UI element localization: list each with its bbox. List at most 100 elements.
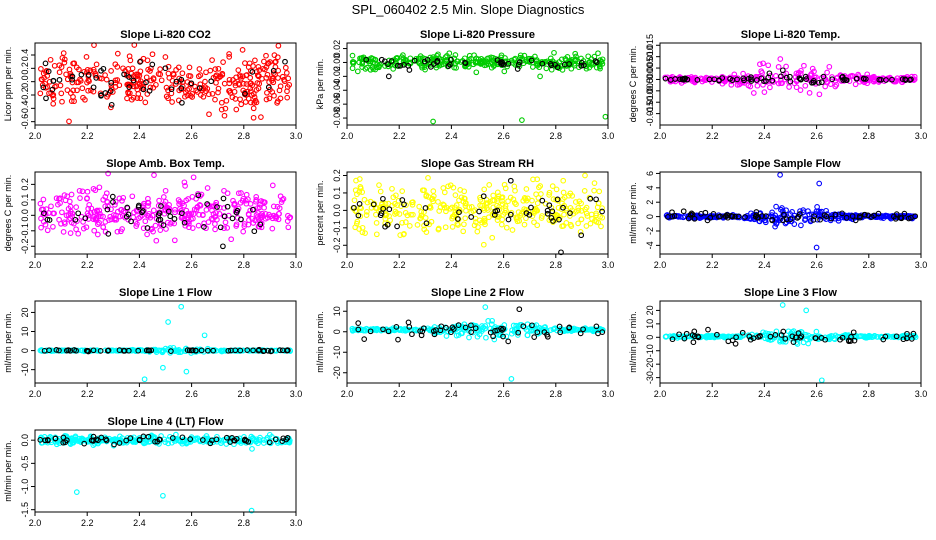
slope-li-820-co2-subset-point — [249, 69, 256, 75]
slope-gas-stream-rh-all-point — [483, 197, 490, 203]
slope-gas-stream-rh-all-point — [443, 208, 449, 215]
slope-amb-box-temp-subset-point — [195, 192, 202, 199]
slope-gas-stream-rh-all-point — [473, 219, 479, 225]
slope-li-820-co2-all-point — [248, 92, 255, 98]
slope-amb-box-temp-all-point — [235, 190, 242, 197]
slope-line-2-flow-frame — [346, 300, 609, 384]
slope-li-820-temp-all-point — [783, 63, 789, 70]
slope-amb-box-temp-subset-point — [217, 224, 224, 231]
slope-line-4-lt-flow-x-tick-label: 2.4 — [133, 518, 146, 528]
slope-line-1-flow-subset-point — [192, 347, 199, 354]
slope-gas-stream-rh-all-point — [435, 199, 441, 205]
slope-amb-box-temp-all-point — [261, 204, 267, 211]
slope-line-3-flow-y-tick-label: -20 — [645, 358, 655, 371]
slope-gas-stream-rh-all-point — [409, 201, 416, 208]
slope-amb-box-temp-subset-point — [201, 224, 207, 230]
slope-li-820-co2-all-point — [50, 95, 57, 102]
slope-li-820-pressure-all-point — [390, 66, 397, 72]
slope-gas-stream-rh-subset-point — [550, 218, 556, 224]
slope-gas-stream-rh-all-point — [523, 186, 530, 192]
slope-li-820-pressure-subset-point — [397, 62, 404, 69]
slope-gas-stream-rh-subset-point — [505, 216, 512, 223]
slope-li-820-co2-all-point — [61, 59, 68, 66]
slope-li-820-co2-all-point — [255, 64, 262, 70]
slope-gas-stream-rh-subset-point — [593, 196, 599, 203]
slope-gas-stream-rh-all-point — [565, 192, 572, 199]
slope-li-820-pressure-x-tick-label: 2.2 — [393, 131, 406, 141]
slope-amb-box-temp-subset-point — [171, 216, 178, 222]
slope-li-820-co2-all-point — [205, 91, 212, 98]
slope-sample-flow-subset-point — [783, 216, 790, 223]
slope-gas-stream-rh-all-point — [441, 202, 447, 209]
slope-line-1-flow-all-point — [61, 347, 68, 354]
slope-gas-stream-rh-all-point — [568, 223, 575, 229]
slope-amb-box-temp-all-point — [276, 205, 283, 212]
slope-line-2-flow-subset-point — [431, 331, 438, 338]
slope-amb-box-temp-all-point — [114, 208, 121, 215]
slope-line-2-flow-subset-point — [472, 325, 479, 332]
slope-line-3-flow-subset-point — [910, 330, 917, 337]
slope-gas-stream-rh-all-point — [534, 222, 541, 229]
slope-li-820-pressure-all-point — [452, 52, 459, 58]
slope-sample-flow-subset-point — [908, 214, 914, 221]
slope-gas-stream-rh-all-point — [553, 186, 560, 193]
slope-gas-stream-rh-all-point — [397, 232, 404, 238]
slope-sample-flow-x-tick-label: 2.0 — [654, 260, 667, 270]
slope-li-820-co2-subset-point — [137, 59, 143, 65]
slope-amb-box-temp-subset-point — [257, 221, 264, 228]
slope-li-820-temp-subset-point — [906, 77, 913, 83]
slope-li-820-co2-all-point — [232, 82, 239, 89]
slope-li-820-co2-all-point — [218, 99, 225, 106]
slope-li-820-temp-subset-point — [796, 75, 803, 82]
slope-amb-box-temp-all-point — [253, 194, 260, 200]
slope-amb-box-temp-all-point — [190, 215, 196, 222]
slope-line-1-flow-subset-point — [168, 348, 174, 354]
slope-li-820-co2-all-point — [61, 56, 68, 63]
slope-li-820-pressure-subset-point — [381, 58, 388, 65]
slope-li-820-co2-all-point — [67, 90, 74, 96]
slope-line-3-flow-frame — [659, 300, 922, 384]
slope-gas-stream-rh-x-tick-label: 2.6 — [497, 260, 510, 270]
slope-line-3-flow-subset-point — [733, 334, 739, 341]
slope-li-820-co2-all-point — [235, 67, 242, 73]
slope-amb-box-temp-subset-point — [157, 216, 164, 223]
slope-li-820-co2-subset-point — [196, 85, 203, 91]
slope-li-820-co2-all-point — [50, 100, 57, 107]
slope-line-3-flow-y-tick-label: 10 — [645, 319, 655, 329]
slope-amb-box-temp-subset-point — [75, 210, 82, 217]
slope-amb-box-temp-all-point — [96, 184, 103, 191]
slope-li-820-co2-subset-point — [90, 84, 97, 91]
slope-line-3-flow-subset-point — [669, 336, 676, 343]
slope-line-3-flow-x-tick-label: 2.2 — [706, 389, 719, 399]
slope-line-4-lt-flow-all-point — [67, 441, 74, 447]
slope-gas-stream-rh-all-point — [546, 189, 553, 196]
slope-amb-box-temp-all-point — [104, 198, 110, 205]
slope-gas-stream-rh-all-point — [505, 198, 511, 205]
slope-line-3-flow-all-point — [805, 340, 812, 347]
slope-line-1-flow-all-point — [183, 368, 190, 375]
slope-li-820-co2-all-point — [256, 67, 263, 73]
slope-li-820-co2-all-point — [42, 84, 49, 91]
slope-li-820-co2-subset-point — [69, 76, 75, 83]
slope-amb-box-temp-all-point — [157, 227, 164, 233]
slope-li-820-temp-subset-point — [883, 77, 889, 83]
slope-line-1-flow-all-point — [165, 319, 171, 325]
slope-li-820-co2-subset-point — [100, 65, 107, 72]
slope-line-1-flow-subset-point — [121, 347, 127, 354]
slope-gas-stream-rh-all-point — [462, 202, 469, 209]
slope-li-820-temp-subset-point — [818, 79, 825, 86]
slope-line-2-flow-all-point — [404, 327, 411, 333]
slope-sample-flow-subset-point — [875, 210, 882, 217]
slope-gas-stream-rh-all-point — [536, 184, 542, 191]
slope-li-820-co2-all-point — [263, 96, 270, 103]
slope-li-820-co2-all-point — [200, 93, 207, 100]
slope-li-820-temp-y-tick-label: 0.000 — [645, 68, 655, 91]
slope-li-820-co2-subset-point — [179, 99, 185, 106]
slope-li-820-pressure-all-point — [573, 57, 579, 64]
slope-sample-flow-subset-point — [769, 217, 775, 224]
slope-gas-stream-rh-all-point — [376, 182, 382, 188]
slope-amb-box-temp-all-point — [242, 197, 249, 204]
slope-amb-box-temp-subset-point — [221, 213, 228, 220]
slope-line-4-lt-flow-points — [37, 431, 293, 514]
slope-gas-stream-rh-all-point — [561, 211, 567, 218]
